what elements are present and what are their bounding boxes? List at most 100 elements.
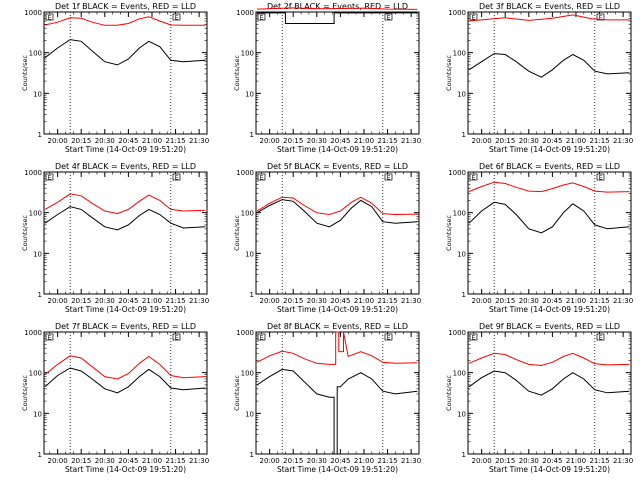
y-tick-label: 10 — [33, 90, 42, 98]
x-tick-label: 20:15 — [71, 137, 91, 145]
y-tick-label: 1 — [250, 291, 254, 299]
detector-panel: Det 3f BLACK = Events, RED = LLD 1 10 100 10… — [445, 2, 633, 154]
e-box — [469, 13, 478, 21]
e-box — [172, 13, 181, 21]
y-axis-label: Counts/sec — [445, 215, 453, 251]
x-tick-label: 20:30 — [95, 137, 115, 145]
x-tick-label: 20:00 — [48, 137, 68, 145]
series-line-lld — [44, 193, 206, 215]
e-box-label: E — [260, 14, 264, 21]
x-axis-label: Start Time (14-Oct-09 19:51:20) — [277, 465, 398, 474]
series-line-lld — [44, 355, 206, 380]
series-line-lld — [256, 7, 418, 10]
e-box-label: E — [175, 14, 179, 21]
x-tick-label: 21:15 — [589, 457, 609, 465]
x-tick-label: 21:15 — [589, 297, 609, 305]
y-tick-label: 10 — [457, 250, 466, 258]
y-tick-label: 10 — [33, 410, 42, 418]
x-tick-label: 20:30 — [95, 297, 115, 305]
x-tick-label: 20:00 — [260, 137, 280, 145]
x-tick-label: 20:45 — [330, 457, 350, 465]
y-tick-label: 1000 — [448, 169, 466, 177]
x-axis-label: Start Time (14-Oct-09 19:51:20) — [489, 145, 610, 154]
y-tick-label: 100 — [241, 370, 254, 378]
x-tick-label: 21:15 — [165, 137, 185, 145]
y-tick-label: 100 — [453, 370, 466, 378]
x-tick-label: 20:15 — [71, 457, 91, 465]
x-tick-label: 20:30 — [519, 457, 539, 465]
detector-panel: Det 2f BLACK = Events, RED = LLD 1 10 100 10… — [233, 2, 421, 154]
series-line-events — [468, 201, 630, 234]
x-tick-label: 21:00 — [354, 137, 374, 145]
x-tick-label: 21:15 — [377, 297, 397, 305]
x-tick-label: 20:30 — [307, 137, 327, 145]
x-tick-label: 20:00 — [472, 457, 492, 465]
y-tick-label: 1000 — [24, 169, 42, 177]
y-tick-label: 1 — [38, 451, 42, 459]
e-box-label: E — [260, 334, 264, 341]
y-tick-label: 100 — [453, 50, 466, 58]
e-box — [45, 173, 54, 181]
y-axis-label: Counts/sec — [21, 55, 29, 91]
x-tick-label: 20:45 — [118, 457, 138, 465]
x-tick-label: 21:30 — [613, 457, 633, 465]
x-tick-label: 20:15 — [495, 297, 515, 305]
x-tick-label: 20:45 — [542, 457, 562, 465]
x-tick-label: 20:45 — [330, 297, 350, 305]
y-tick-label: 100 — [29, 370, 42, 378]
plot-frame — [467, 331, 632, 455]
y-axis-label: Counts/sec — [233, 55, 241, 91]
series-line-events — [468, 370, 630, 396]
y-tick-label: 1000 — [24, 329, 42, 337]
panel-title: Det 7f BLACK = Events, RED = LLD — [55, 322, 196, 331]
y-tick-label: 1000 — [448, 329, 466, 337]
e-box-label: E — [599, 14, 603, 21]
panel-title: Det 5f BLACK = Events, RED = LLD — [267, 162, 408, 171]
detector-panel: Det 5f BLACK = Events, RED = LLD 1 10 100 10… — [233, 162, 421, 314]
x-tick-label: 21:30 — [613, 297, 633, 305]
series-line-events — [44, 367, 206, 394]
e-box-label: E — [175, 334, 179, 341]
x-tick-label: 21:15 — [165, 297, 185, 305]
e-box-label: E — [387, 14, 391, 21]
x-tick-label: 20:00 — [48, 297, 68, 305]
series-line-lld — [468, 181, 630, 193]
panel-title: Det 6f BLACK = Events, RED = LLD — [479, 162, 620, 171]
x-tick-label: 20:00 — [260, 457, 280, 465]
x-tick-label: 21:30 — [613, 137, 633, 145]
detector-panel: Det 8f BLACK = Events, RED = LLD 1 10 100 10… — [233, 322, 421, 474]
y-tick-label: 1 — [250, 131, 254, 139]
panel-title: Det 3f BLACK = Events, RED = LLD — [479, 2, 620, 11]
y-tick-label: 10 — [33, 250, 42, 258]
x-tick-label: 21:30 — [401, 137, 421, 145]
y-tick-label: 100 — [29, 50, 42, 58]
y-axis-label: Counts/sec — [21, 375, 29, 411]
x-tick-label: 21:15 — [165, 457, 185, 465]
x-tick-label: 21:00 — [142, 137, 162, 145]
e-box — [596, 173, 605, 181]
x-tick-label: 21:00 — [566, 457, 586, 465]
x-tick-label: 21:00 — [142, 297, 162, 305]
x-tick-label: 21:30 — [189, 137, 209, 145]
x-tick-label: 20:30 — [307, 297, 327, 305]
x-axis-label: Start Time (14-Oct-09 19:51:20) — [277, 145, 398, 154]
y-tick-label: 1 — [38, 131, 42, 139]
e-box — [172, 173, 181, 181]
e-box-label: E — [599, 334, 603, 341]
e-box — [384, 13, 393, 21]
x-tick-label: 21:30 — [401, 297, 421, 305]
y-tick-label: 100 — [453, 210, 466, 218]
e-box-label: E — [48, 14, 52, 21]
y-tick-label: 1 — [250, 451, 254, 459]
x-tick-label: 20:00 — [260, 297, 280, 305]
e-box-label: E — [472, 174, 476, 181]
plot-frame — [467, 11, 632, 135]
y-tick-label: 1 — [462, 291, 466, 299]
e-box — [45, 333, 54, 341]
x-tick-label: 21:15 — [377, 137, 397, 145]
x-tick-label: 20:30 — [519, 137, 539, 145]
x-axis-label: Start Time (14-Oct-09 19:51:20) — [65, 465, 186, 474]
x-tick-label: 21:30 — [189, 457, 209, 465]
panel-title: Det 9f BLACK = Events, RED = LLD — [479, 322, 620, 331]
